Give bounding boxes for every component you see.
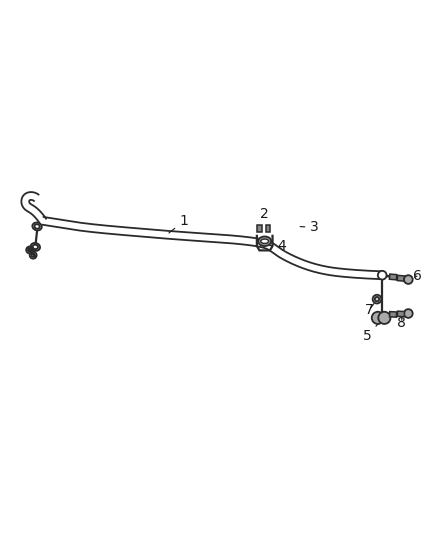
Ellipse shape — [31, 243, 40, 251]
Text: 8: 8 — [397, 316, 406, 330]
Ellipse shape — [258, 237, 271, 246]
Ellipse shape — [35, 224, 40, 229]
FancyBboxPatch shape — [389, 312, 397, 317]
Text: 6: 6 — [413, 269, 421, 283]
Circle shape — [404, 275, 413, 284]
Ellipse shape — [261, 239, 268, 244]
Text: 2: 2 — [259, 207, 269, 228]
Text: 4: 4 — [270, 239, 286, 253]
FancyBboxPatch shape — [257, 225, 261, 232]
Circle shape — [404, 309, 413, 318]
FancyBboxPatch shape — [389, 274, 397, 280]
FancyBboxPatch shape — [265, 225, 270, 232]
FancyBboxPatch shape — [397, 276, 405, 281]
Circle shape — [378, 312, 391, 324]
Ellipse shape — [32, 222, 42, 230]
Text: 7: 7 — [365, 303, 374, 317]
Text: 3: 3 — [300, 220, 319, 235]
Circle shape — [372, 312, 384, 324]
Text: 5: 5 — [363, 324, 378, 343]
FancyBboxPatch shape — [397, 311, 405, 317]
Text: 1: 1 — [169, 214, 189, 233]
Circle shape — [378, 271, 387, 279]
Ellipse shape — [33, 245, 38, 249]
Circle shape — [373, 295, 381, 303]
